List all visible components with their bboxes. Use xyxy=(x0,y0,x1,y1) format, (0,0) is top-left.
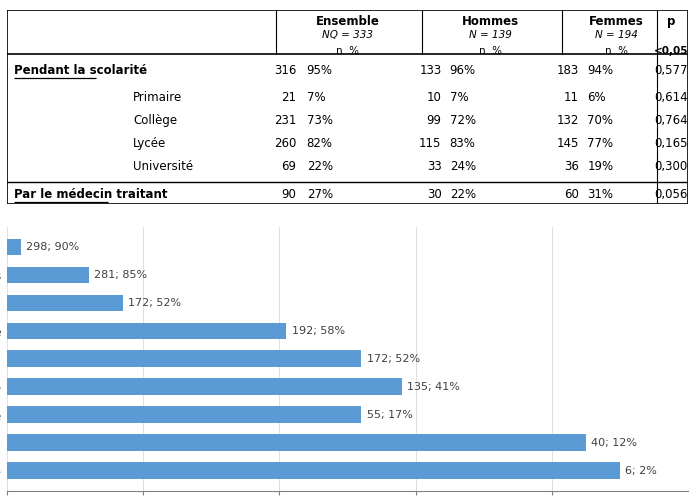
Text: 36: 36 xyxy=(564,160,579,173)
Text: 77%: 77% xyxy=(587,137,614,150)
Text: Par le médecin traitant: Par le médecin traitant xyxy=(14,187,167,200)
Text: 7%: 7% xyxy=(306,91,325,104)
Bar xyxy=(7,267,89,284)
Text: 135; 41%: 135; 41% xyxy=(407,382,460,392)
Text: 172; 52%: 172; 52% xyxy=(366,354,420,364)
Bar xyxy=(7,406,361,423)
Text: 30: 30 xyxy=(427,187,441,200)
Bar xyxy=(7,434,586,451)
Text: 73%: 73% xyxy=(306,114,333,127)
Text: 69: 69 xyxy=(281,160,296,173)
Text: 0,056: 0,056 xyxy=(654,187,688,200)
Text: 96%: 96% xyxy=(450,64,476,77)
Text: 40; 12%: 40; 12% xyxy=(591,438,637,448)
Text: 0,300: 0,300 xyxy=(655,160,687,173)
Text: 70%: 70% xyxy=(587,114,613,127)
Text: 27%: 27% xyxy=(306,187,333,200)
Text: Université: Université xyxy=(133,160,193,173)
Text: 115: 115 xyxy=(419,137,441,150)
Text: 31%: 31% xyxy=(587,187,613,200)
Text: <0,05: <0,05 xyxy=(654,46,688,56)
Bar xyxy=(7,239,21,256)
Text: 22%: 22% xyxy=(450,187,476,200)
Text: 24%: 24% xyxy=(450,160,476,173)
Text: 281; 85%: 281; 85% xyxy=(94,270,147,280)
Bar xyxy=(7,351,361,367)
Text: 0,764: 0,764 xyxy=(654,114,688,127)
Text: 7%: 7% xyxy=(450,91,468,104)
Bar xyxy=(7,462,620,479)
Text: 6; 2%: 6; 2% xyxy=(626,465,657,475)
Bar xyxy=(7,295,123,311)
Text: 55; 17%: 55; 17% xyxy=(366,410,412,420)
Text: 22%: 22% xyxy=(306,160,333,173)
Text: p: p xyxy=(667,15,676,28)
Text: 60: 60 xyxy=(564,187,579,200)
Text: n  %: n % xyxy=(479,46,502,56)
Text: 82%: 82% xyxy=(306,137,333,150)
Text: 183: 183 xyxy=(557,64,579,77)
Text: Hommes: Hommes xyxy=(462,15,519,28)
Text: 83%: 83% xyxy=(450,137,475,150)
Text: 231: 231 xyxy=(274,114,296,127)
Text: 11: 11 xyxy=(564,91,579,104)
Text: 316: 316 xyxy=(274,64,296,77)
Text: N = 139: N = 139 xyxy=(469,31,512,41)
Text: 298; 90%: 298; 90% xyxy=(26,242,79,252)
Text: 95%: 95% xyxy=(306,64,333,77)
Text: 192; 58%: 192; 58% xyxy=(292,326,345,336)
Text: 21: 21 xyxy=(281,91,296,104)
Bar xyxy=(7,323,286,339)
Text: N = 194: N = 194 xyxy=(595,31,638,41)
Text: 72%: 72% xyxy=(450,114,476,127)
Text: Ensemble: Ensemble xyxy=(316,15,379,28)
Text: 133: 133 xyxy=(419,64,441,77)
Text: 90: 90 xyxy=(281,187,296,200)
Text: n  %: n % xyxy=(336,46,359,56)
Text: 260: 260 xyxy=(274,137,296,150)
Text: 33: 33 xyxy=(427,160,441,173)
Bar xyxy=(7,378,402,395)
Text: Primaire: Primaire xyxy=(133,91,182,104)
Text: 6%: 6% xyxy=(587,91,606,104)
Text: 172; 52%: 172; 52% xyxy=(128,298,181,308)
Text: 132: 132 xyxy=(557,114,579,127)
Text: 99: 99 xyxy=(427,114,441,127)
Text: Pendant la scolarité: Pendant la scolarité xyxy=(14,64,147,77)
Text: 10: 10 xyxy=(427,91,441,104)
Text: 19%: 19% xyxy=(587,160,614,173)
Text: 0,614: 0,614 xyxy=(654,91,688,104)
Text: 0,577: 0,577 xyxy=(654,64,688,77)
Text: Collège: Collège xyxy=(133,114,177,127)
Text: 94%: 94% xyxy=(587,64,614,77)
Text: Lycée: Lycée xyxy=(133,137,166,150)
Text: n  %: n % xyxy=(605,46,628,56)
Text: Femmes: Femmes xyxy=(589,15,644,28)
Text: 0,165: 0,165 xyxy=(654,137,688,150)
Text: NQ = 333: NQ = 333 xyxy=(322,31,373,41)
Text: 145: 145 xyxy=(557,137,579,150)
